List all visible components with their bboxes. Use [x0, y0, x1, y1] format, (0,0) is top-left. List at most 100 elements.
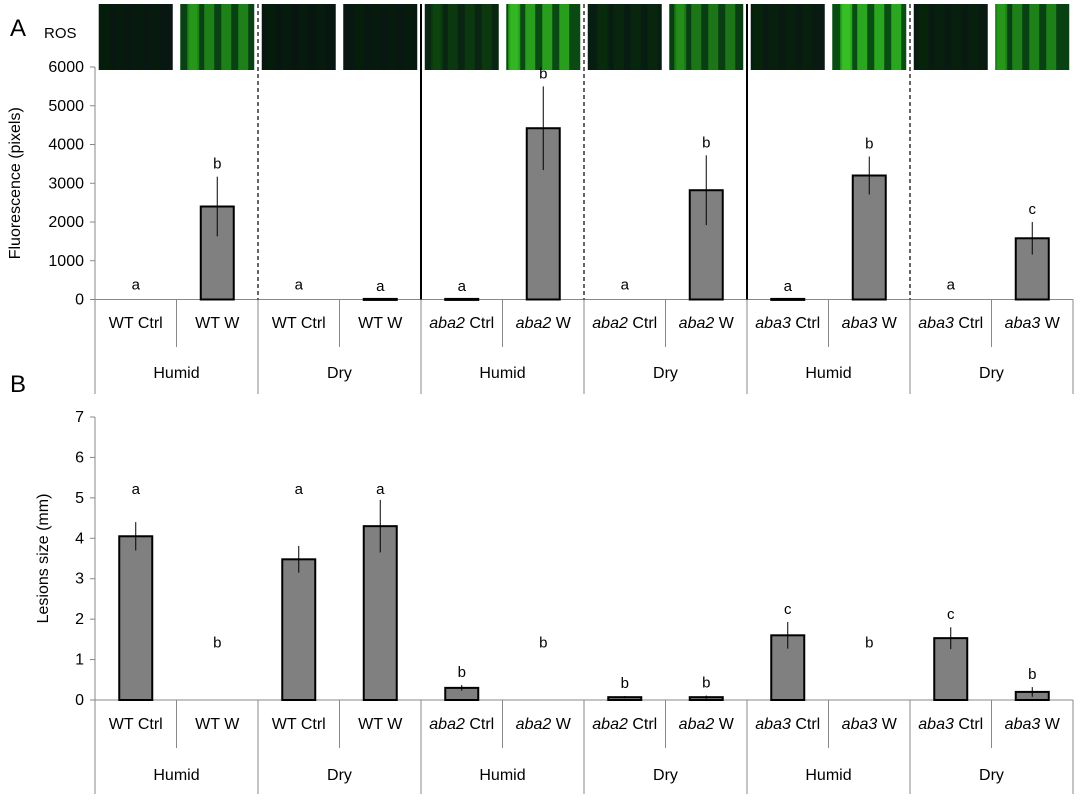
panel-b-significance-label: a: [295, 481, 304, 498]
panel-a-category-label: WT W: [358, 315, 403, 332]
panel-a-category-label: WT Ctrl: [109, 315, 163, 332]
panel-a-significance-label: a: [458, 278, 467, 295]
panel-a-micrograph-texture: [968, 4, 979, 70]
panel-a-micrograph-texture: [481, 4, 492, 70]
panel-b-significance-label: b: [865, 634, 873, 651]
panel-b-category-label: WT W: [195, 716, 240, 733]
panel-a-bar: [770, 297, 806, 301]
panel-a-micrograph: [587, 4, 662, 70]
panel-a-micrograph-texture: [842, 4, 853, 70]
panel-b-category-label: aba3 Ctrl: [755, 716, 820, 733]
panel-a-micrograph-texture: [115, 4, 126, 70]
panel-b-significance-label: c: [947, 606, 955, 623]
panel-b-group-label: Humid: [805, 767, 851, 784]
panel-a-micrograph-texture: [676, 4, 687, 70]
panel-a-micrograph-texture: [281, 4, 292, 70]
panel-a-micrograph-texture: [432, 4, 443, 70]
panel-a-micrograph-texture: [708, 4, 719, 70]
panel-b-label: B: [10, 371, 26, 398]
panel-a-significance-label: a: [132, 277, 141, 294]
panel-a-micrograph-texture: [647, 4, 658, 70]
panel-a-micrograph-texture: [510, 4, 521, 70]
panel-b-y-axis-title: Lesions size (mm): [35, 494, 52, 624]
panel-b-group-label: Dry: [979, 767, 1004, 784]
panel-a-micrograph-texture: [525, 4, 536, 70]
panel-b-y-tick-label: 6: [75, 449, 84, 466]
panel-a-label: A: [10, 15, 26, 42]
panel-a-micrograph-texture: [298, 4, 309, 70]
panel-b-y-tick-label: 0: [75, 692, 84, 709]
panel-a-significance-label: b: [213, 156, 221, 173]
panel-a-micrograph-texture: [315, 4, 326, 70]
panel-b-category-label: WT Ctrl: [109, 716, 163, 733]
panel-a-micrograph-texture: [768, 4, 779, 70]
panel-a-significance-label: a: [947, 277, 956, 294]
panel-a-micrograph-texture: [132, 4, 143, 70]
panel-a-micrograph-texture: [355, 4, 366, 70]
panel-a-micrograph-texture: [919, 4, 930, 70]
panel-a-micrograph-texture: [891, 4, 902, 70]
panel-a-micrograph-texture: [149, 4, 160, 70]
panel-a-micrograph-texture: [464, 4, 475, 70]
panel-b-significance-label: b: [213, 634, 221, 651]
panel-b-category-label: aba2 W: [516, 716, 572, 733]
panel-a-significance-label: b: [702, 134, 710, 151]
panel-a-micrograph-texture: [387, 4, 398, 70]
panel-a-category-label: aba2 W: [516, 315, 572, 332]
panel-a-micrograph-texture: [100, 4, 111, 70]
panel-a-micrograph-texture: [874, 4, 885, 70]
panel-b-category-label: WT W: [358, 716, 403, 733]
panel-a-significance-label: a: [295, 277, 304, 294]
panel-a-micrograph: [261, 4, 336, 70]
panel-a-category-label: WT Ctrl: [272, 315, 326, 332]
panel-b-significance-label: b: [621, 675, 629, 692]
panel-b-group-label: Dry: [327, 767, 352, 784]
panel-a-micrograph-texture: [630, 4, 641, 70]
panel-a-category-label: aba3 Ctrl: [755, 315, 820, 332]
panel-b-category-label: aba3 W: [1005, 716, 1061, 733]
panel-a-micrograph-texture: [691, 4, 702, 70]
panel-b-y-tick-label: 2: [75, 611, 84, 628]
panel-a-micrograph-texture: [1046, 4, 1057, 70]
panel-a-significance-label: a: [621, 277, 630, 294]
panel-a-bar: [444, 297, 480, 301]
panel-a-micrograph-texture: [725, 4, 736, 70]
panel-a-micrograph-texture: [189, 4, 200, 70]
panel-a-group-label: Humid: [153, 365, 199, 382]
panel-b-category-label: aba3 W: [842, 716, 898, 733]
panel-a-micrograph-texture: [370, 4, 381, 70]
panel-a-significance-label: b: [865, 136, 873, 153]
panel-a-category-label: WT W: [195, 315, 240, 332]
panel-b-bar: [118, 535, 154, 701]
panel-a-micrograph-texture: [430, 4, 441, 70]
panel-b-significance-label: b: [702, 675, 710, 692]
panel-b-group-label: Dry: [653, 767, 678, 784]
panel-a-micrograph-texture: [917, 4, 928, 70]
panel-b-significance-label: a: [132, 481, 141, 498]
panel-a-micrograph: [98, 4, 173, 70]
panel-a-category-label: aba2 W: [679, 315, 735, 332]
panel-a-bar: [851, 174, 887, 301]
panel-a-micrograph-texture: [447, 4, 458, 70]
panel-b-y-tick-label: 3: [75, 571, 84, 588]
panel-a-micrograph-texture: [997, 4, 1008, 70]
panel-a-micrograph-texture: [542, 4, 553, 70]
panel-a-micrograph: [343, 4, 418, 70]
panel-a-y-axis-title: Fluorescence (pixels): [7, 107, 24, 259]
panel-b-significance-label: c: [784, 601, 792, 618]
panel-b-category-label: aba2 W: [679, 716, 735, 733]
panel-a-category-label: aba2 Ctrl: [429, 315, 494, 332]
panel-a-micrograph-texture: [951, 4, 962, 70]
panel-a-micrograph: [750, 4, 825, 70]
panel-a-micrograph-texture: [613, 4, 624, 70]
panel-a-category-label: aba3 Ctrl: [918, 315, 983, 332]
panel-a-micrograph-texture: [802, 4, 813, 70]
panel-b-category-label: WT Ctrl: [272, 716, 326, 733]
panel-a-micrograph-texture: [596, 4, 607, 70]
panel-a-micrograph-texture: [751, 4, 762, 70]
panel-a-y-tick-label: 6000: [48, 59, 84, 76]
panel-a-category-label: aba3 W: [1005, 315, 1061, 332]
panel-a-sublabel: ROS: [44, 25, 77, 42]
